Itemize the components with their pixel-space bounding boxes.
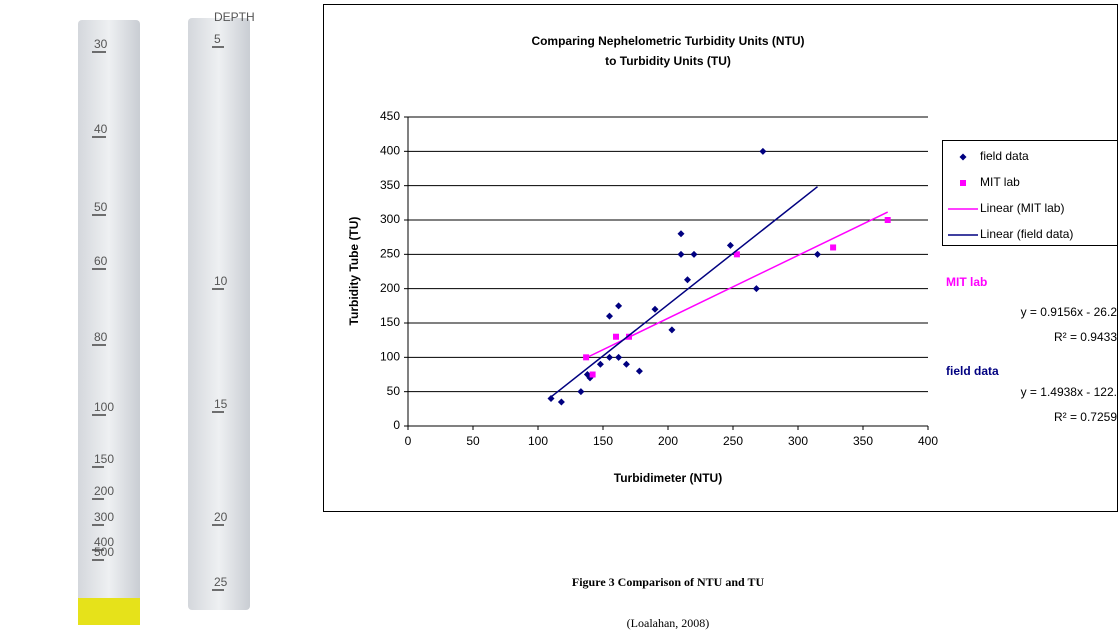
point [752,285,760,293]
x-tick-label: 350 [853,434,873,448]
trend-line [585,211,889,359]
tube-1 [78,20,140,625]
y-tick-label: 0 [393,418,400,432]
point [622,360,630,368]
chart-title: Comparing Nephelometric Turbidity Units … [531,34,804,48]
point [596,360,604,368]
tube-2-label: 25 [214,575,228,589]
point [814,250,821,258]
point [677,250,685,258]
tube-2-label: 10 [214,274,228,288]
x-tick-label: 100 [528,434,548,448]
x-tick-label: 0 [405,434,412,448]
point [606,353,613,361]
x-tick-label: 250 [723,434,743,448]
tube-2-label: DEPTH [214,10,255,24]
legend-key [959,153,967,161]
legend-label: Linear (field data) [980,227,1073,241]
tube-1-label: 40 [94,122,108,136]
y-tick-label: 400 [380,144,400,158]
point [635,367,643,375]
tube-1-label: 500 [94,545,114,559]
annotation: MIT lab [946,275,987,289]
legend-label: Linear (MIT lab) [980,201,1064,215]
annotation: R² = 0.7259 [1054,410,1117,424]
point [733,251,740,258]
annotation: y = 0.9156x - 26.2 [1021,305,1118,319]
annotation: y = 1.4938x - 122. [1021,385,1117,399]
y-tick-label: 100 [380,350,400,364]
point [557,398,565,406]
figure-source: (Loalahan, 2008) [627,616,710,630]
x-tick-label: 300 [788,434,808,448]
point [668,326,676,334]
chart-subtitle: to Turbidity Units (TU) [605,54,731,68]
point [577,388,585,396]
point [615,353,623,361]
x-tick-label: 400 [918,434,938,448]
tube-1-label: 200 [94,484,114,498]
point [589,371,596,378]
legend-label: field data [980,149,1029,163]
tube-1-label: 150 [94,452,114,466]
x-tick-label: 150 [593,434,613,448]
annotation: field data [946,364,999,378]
tube-1-label: 80 [94,330,108,344]
tube-1-label: 300 [94,510,114,524]
point [884,217,891,223]
point [606,312,613,320]
point [690,250,698,258]
x-tick-label: 50 [466,434,480,448]
tube-2 [188,18,250,610]
point [615,302,623,310]
legend-label: MIT lab [980,175,1020,189]
point [684,276,691,284]
tube-1-cap [78,598,140,625]
chart-frame [323,4,1118,512]
point [726,241,734,249]
point [759,147,767,155]
y-tick-label: 250 [380,247,400,261]
point [677,230,685,238]
tube-2-label: 15 [214,397,228,411]
tube-1-label: 60 [94,254,108,268]
point [830,244,837,251]
tube-2-label: 20 [214,510,228,524]
y-tick-label: 50 [387,384,401,398]
y-tick-label: 200 [380,281,400,295]
y-tick-label: 450 [380,109,400,123]
trend-line [550,186,818,398]
point [547,395,555,403]
tube-1-label: 50 [94,200,108,214]
legend-key [960,180,966,186]
tube-1-label: 100 [94,400,114,414]
point [651,305,659,313]
legend-box [942,140,1118,246]
x-tick-label: 200 [658,434,678,448]
figure-caption: Figure 3 Comparison of NTU and TU [572,575,765,589]
x-axis-label: Turbidimeter (NTU) [614,471,722,485]
tube-1-label: 30 [94,37,108,51]
tube-2-label: 5 [214,32,221,46]
annotation: R² = 0.9433 [1054,330,1117,344]
y-tick-label: 350 [380,178,400,192]
y-tick-label: 300 [380,212,400,226]
y-tick-label: 150 [380,315,400,329]
point [613,333,619,340]
tube-1-label: 400 [94,535,114,549]
y-axis-label: Turbidity Tube (TU) [347,217,361,326]
